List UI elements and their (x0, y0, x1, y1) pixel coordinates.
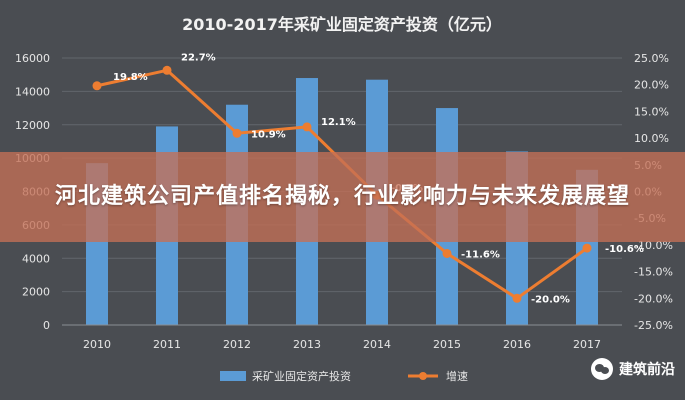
x-tick-label: 2012 (223, 338, 251, 351)
line-data-label: 22.7% (181, 52, 216, 63)
line-point (442, 248, 452, 258)
banner-text: 河北建筑公司产值排名揭秘，行业影响力与未来发展展望 (54, 184, 630, 209)
right-tick-label: 10.0% (634, 132, 669, 145)
left-tick-label: 16000 (15, 52, 50, 65)
right-tick-label: -25.0% (634, 319, 673, 332)
x-tick-label: 2014 (363, 338, 391, 351)
x-tick-label: 2015 (433, 338, 461, 351)
left-tick-label: 0 (43, 319, 50, 332)
x-tick-label: 2010 (83, 338, 111, 351)
title-banner: 河北建筑公司产值排名揭秘，行业影响力与未来发展展望 (0, 152, 685, 242)
line-data-label: 19.8% (113, 72, 148, 83)
line-data-label: -11.6% (461, 249, 500, 260)
chart-title: 2010-2017年采矿业固定资产投资（亿元） (182, 15, 502, 34)
left-tick-label: 12000 (15, 119, 50, 132)
right-tick-label: -10.0% (634, 239, 673, 252)
line-data-label: 10.9% (251, 129, 286, 140)
right-tick-label: -15.0% (634, 266, 673, 279)
wechat-icon (591, 358, 613, 380)
x-tick-label: 2017 (573, 338, 601, 351)
left-tick-label: 2000 (22, 286, 50, 299)
right-tick-label: 20.0% (634, 79, 669, 92)
line-data-label: -10.6% (605, 244, 644, 255)
line-point (162, 65, 172, 75)
legend-line-label: 增速 (446, 369, 468, 383)
watermark-text: 建筑前沿 (619, 362, 675, 378)
x-tick-label: 2013 (293, 338, 321, 351)
right-tick-label: -20.0% (634, 292, 673, 305)
line-data-label: -20.0% (531, 294, 570, 305)
line-data-label: 12.1% (321, 117, 356, 128)
x-tick-label: 2016 (503, 338, 531, 351)
line-point (302, 122, 312, 132)
legend-bar-label: 采矿业固定资产投资 (252, 369, 351, 383)
right-tick-label: 25.0% (634, 52, 669, 65)
legend: 采矿业固定资产投资 增速 (220, 369, 468, 383)
legend-bar-swatch (220, 371, 246, 381)
watermark: 建筑前沿 (591, 354, 675, 384)
line-point (92, 81, 102, 91)
left-tick-label: 14000 (15, 85, 50, 98)
line-point (512, 293, 522, 303)
line-point (582, 243, 592, 253)
right-tick-label: 15.0% (634, 105, 669, 118)
x-tick-label: 2011 (153, 338, 181, 351)
line-point (232, 128, 242, 138)
left-tick-label: 4000 (22, 252, 50, 265)
legend-line-marker (419, 372, 427, 380)
